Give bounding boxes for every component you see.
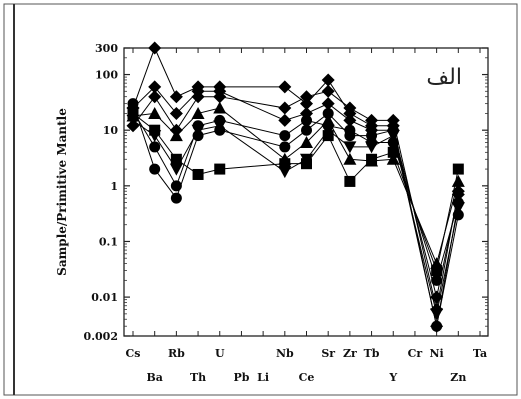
series-2-point-Ni <box>431 265 443 277</box>
y-tick-label-3: 1 <box>110 180 118 193</box>
x-axis: Cs Rb U Nb Sr Zr Tb Cr Ni Ta Ba Th Pb Li Ce Y Zn <box>126 48 487 384</box>
series-7-point-Th <box>191 124 205 137</box>
x-label-U: U <box>215 347 225 360</box>
y-tick-label-1: 100 <box>95 69 118 82</box>
series-6-point-Ni <box>431 274 443 286</box>
series-4-point-Ni <box>430 257 444 270</box>
series-5-point-U <box>213 84 227 98</box>
x-label-Nb: Nb <box>276 347 294 360</box>
x-label-Zn: Zn <box>450 371 466 384</box>
x-label-Li: Li <box>257 371 269 384</box>
series-3-point-Rb <box>170 192 182 204</box>
x-label-Cs: Cs <box>126 347 141 360</box>
series-5-point-Th <box>191 84 205 98</box>
x-label-Pb: Pb <box>233 371 249 384</box>
x-label-Sr: Sr <box>321 347 335 360</box>
series-5-point-Zn <box>451 187 465 201</box>
series-4-point-U <box>213 101 227 114</box>
x-label-Ce: Ce <box>299 371 315 384</box>
series-1-point-Tb <box>365 113 379 127</box>
series-6-point-Nb <box>279 130 291 142</box>
x-label-Y: Y <box>388 371 397 384</box>
x-label-Ba: Ba <box>146 371 162 384</box>
series-2-point-Zr <box>344 175 356 187</box>
series-6-point-Ba <box>149 141 161 153</box>
series-6-point-Zr <box>344 124 356 136</box>
y-axis: 300 100 10 1 0.1 0.01 0.002 <box>84 42 488 343</box>
series-7-point-Ce <box>300 153 313 166</box>
series-4-point-Ba <box>148 106 162 119</box>
series-2-point-Y <box>387 146 399 158</box>
x-label-Ni: Ni <box>430 347 444 360</box>
series-7-point-Tb <box>365 141 379 154</box>
series-5-point-Rb <box>169 106 183 120</box>
series-0-point-Nb <box>278 80 292 94</box>
series-2-point-Th <box>192 168 204 180</box>
y-tick-label-0: 300 <box>95 42 118 55</box>
x-label-Zr: Zr <box>343 347 357 360</box>
series-3-point-Sr <box>322 107 334 119</box>
series-5-point-Sr <box>321 97 335 111</box>
series-7-point-Sr <box>321 124 335 137</box>
series-3-point-Ni <box>431 320 443 332</box>
series-7-point-Ba <box>148 130 162 143</box>
series-5-point-Nb <box>278 113 292 127</box>
series-7-point-Zr <box>343 141 357 154</box>
series-0-point-Rb <box>169 90 183 104</box>
series-7-point-Rb <box>169 163 183 176</box>
series-4-point-Th <box>191 106 205 119</box>
series-1-point-Ba <box>148 90 162 104</box>
series-4-point-Tb <box>365 154 379 167</box>
x-label-Tb: Tb <box>364 347 380 360</box>
series-0-point-Sr <box>321 73 335 87</box>
series-5-point-Tb <box>365 123 379 137</box>
chart-annotation: الف <box>426 65 462 90</box>
series-4-point-Nb <box>278 152 292 165</box>
y-axis-label: Sample/Primitive Mantle <box>55 108 69 276</box>
series-0-point-Ba <box>148 41 162 55</box>
series-7 <box>126 114 465 321</box>
series-4-point-Zn <box>451 174 465 187</box>
series-7-point-Nb <box>278 166 292 179</box>
series-1-point-Sr <box>321 84 335 98</box>
series-4-point-Ce <box>300 136 313 149</box>
x-label-Ta: Ta <box>473 347 487 360</box>
series-5-point-Ce <box>300 106 313 120</box>
y-tick-label-2: 10 <box>103 124 119 137</box>
series-7-point-Cs <box>126 114 140 127</box>
series-1-point-Y <box>386 113 400 127</box>
series-3-point-Nb <box>279 141 291 153</box>
series-6-point-Cs <box>127 105 139 117</box>
series-6-point-Rb <box>170 180 182 192</box>
series-4-point-Rb <box>169 129 183 142</box>
y-tick-label-4: 0.1 <box>99 235 118 248</box>
y-tick-label-5: 0.01 <box>91 291 118 304</box>
series-7-point-Ni <box>430 308 444 321</box>
outer-border <box>3 3 518 396</box>
series-0-point-Ce <box>300 97 313 111</box>
y-tick-label-6: 0.002 <box>84 330 118 343</box>
series-2-point-U <box>214 163 226 175</box>
series-6 <box>127 105 464 286</box>
x-label-Th: Th <box>190 371 206 384</box>
series-4-point-Y <box>386 152 400 165</box>
x-label-Rb: Rb <box>168 347 185 360</box>
series-6-point-Ce <box>301 114 312 126</box>
series-7-point-Zn <box>451 202 465 215</box>
series-2-point-Rb <box>170 153 182 165</box>
series-1-point-Nb <box>278 101 292 115</box>
series-layer <box>126 41 465 333</box>
series-4-point-Zr <box>343 152 357 165</box>
series-3-point-Ba <box>149 163 161 175</box>
series-7-point-Y <box>386 130 400 143</box>
series-3-point-Ce <box>301 124 312 136</box>
series-7-point-U <box>213 120 227 133</box>
x-label-Cr: Cr <box>408 347 423 360</box>
series-1-point-Zr <box>343 101 357 115</box>
series-5-point-Zr <box>343 113 357 127</box>
series-1-point-Ce <box>300 90 313 104</box>
series-5-point-Ba <box>148 80 162 94</box>
series-2-point-Zn <box>452 163 464 175</box>
